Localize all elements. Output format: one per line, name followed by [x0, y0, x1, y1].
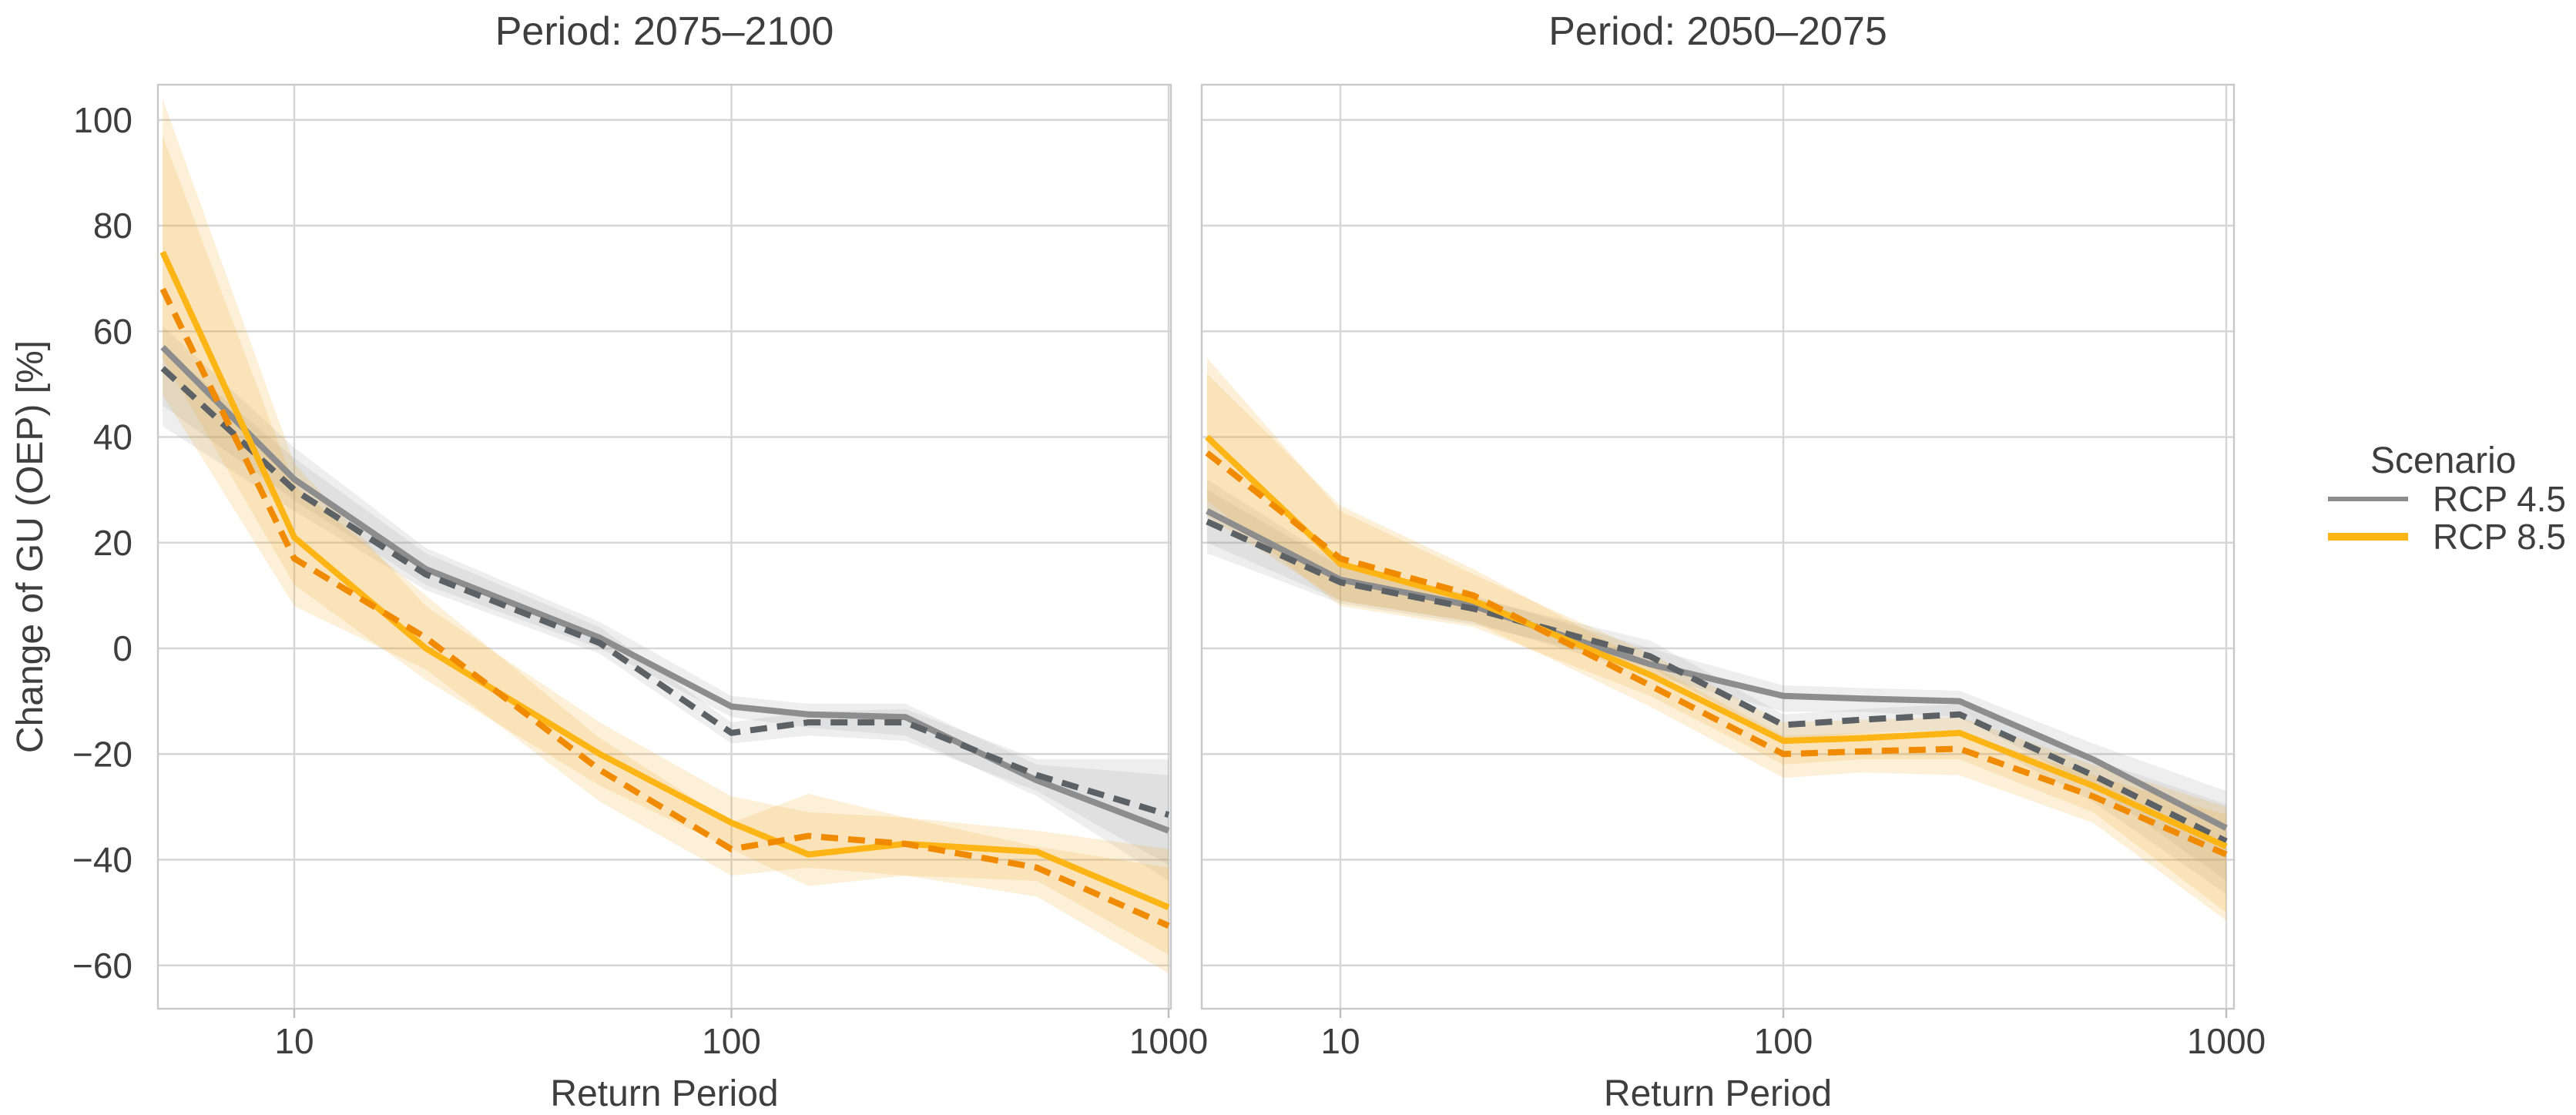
legend-label-rcp45: RCP 4.5	[2433, 479, 2566, 519]
band-rcp85-solid	[1206, 357, 2226, 913]
x-tick-label: 100	[702, 1021, 761, 1061]
x-tick-label: 1000	[1129, 1021, 1208, 1061]
y-tick-label: −20	[72, 734, 132, 774]
y-tick-label: 100	[73, 100, 132, 140]
panel--2075-2100: Period: 2075–2100 10 100 1000 Return Period	[156, 9, 1208, 1114]
band-rcp85-dashed	[163, 136, 1169, 974]
gridlines	[1202, 85, 2234, 1009]
panel-title: Period: 2075–2100	[495, 9, 834, 54]
y-tick-label: −40	[72, 840, 132, 880]
line-rcp85-dashed	[1205, 450, 2228, 858]
uncertainty-bands	[1206, 357, 2226, 921]
line-rcp85-solid	[1205, 434, 2228, 849]
x-tick-label: 10	[1320, 1021, 1360, 1061]
line-rcp85-dashed	[159, 287, 1170, 929]
x-tick-label: 1000	[2187, 1021, 2266, 1061]
legend-title: Scenario	[2370, 440, 2516, 481]
line-rcp45-dashed	[1206, 518, 2228, 845]
y-tick-label: −60	[72, 946, 132, 986]
series-lines	[159, 250, 1170, 929]
series-lines	[1205, 434, 2228, 858]
y-tick-label: 80	[93, 206, 132, 246]
y-tick-label: 0	[112, 628, 132, 668]
legend-label-rcp85: RCP 8.5	[2433, 517, 2566, 557]
uncertainty-bands	[163, 99, 1169, 974]
y-tick-label: 60	[93, 311, 132, 351]
x-axis-title: Return Period	[550, 1073, 778, 1114]
y-axis: 100 80 60 40 20 0 −20 −40 −60 Change of GU (OEP) …	[10, 100, 132, 986]
panel-border	[1200, 83, 2236, 1010]
band-rcp85-dashed	[1206, 373, 2226, 921]
x-tick-label: 10	[274, 1021, 314, 1061]
y-tick-label: 40	[93, 417, 132, 457]
line-rcp85-solid	[159, 250, 1170, 910]
band-rcp85-solid	[163, 99, 1169, 956]
gridlines	[158, 85, 1171, 1009]
panel-border	[156, 83, 1172, 1010]
x-axis-title: Return Period	[1604, 1073, 1832, 1114]
x-tick-label: 100	[1754, 1021, 1813, 1061]
line-rcp45-dashed	[160, 366, 1170, 818]
y-axis-title: Change of GU (OEP) [%]	[10, 340, 51, 753]
panel--2050-2075: Period: 2050–2075 10 100 1000 Return Period	[1200, 9, 2266, 1114]
y-tick-label: 20	[93, 523, 132, 563]
panel-title: Period: 2050–2075	[1548, 9, 1887, 54]
band-rcp45-dashed	[163, 347, 1169, 866]
